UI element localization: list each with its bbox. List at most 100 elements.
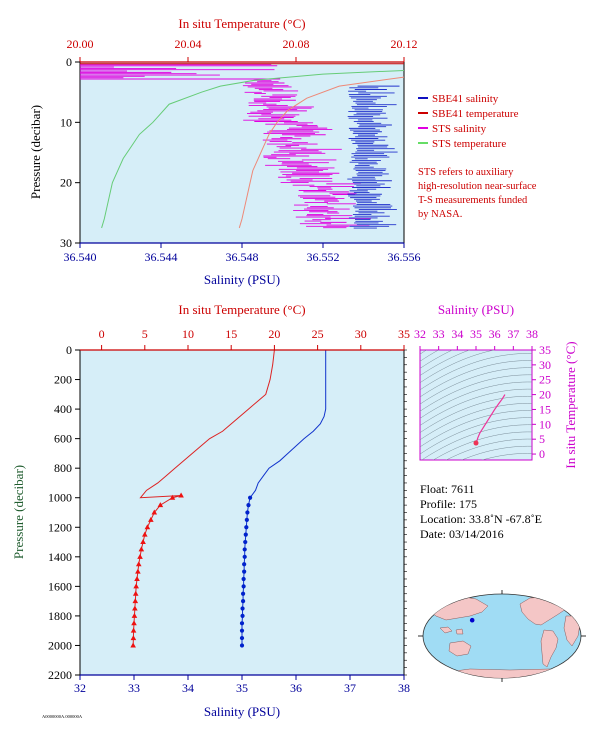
ts-right-tick-label: 0 (539, 447, 545, 461)
density-contour (420, 350, 453, 369)
salinity-marker (242, 569, 247, 574)
ts-panel: Salinity (PSU) In situ Temperature (°C) … (414, 302, 578, 469)
temperature-marker (131, 612, 138, 618)
profile-top-tick-label: 15 (225, 327, 237, 341)
surface-bottom-tick-label: 36.548 (226, 250, 259, 264)
salinity-marker (243, 532, 248, 537)
density-contour (421, 424, 532, 460)
density-contour (420, 410, 532, 448)
profile-top-axis-label: In situ Temperature (°C) (178, 302, 305, 317)
profile-bottom-tick-label: 37 (344, 681, 356, 695)
profile-y-tick-label: 0 (66, 343, 72, 357)
salinity-marker (239, 628, 245, 633)
surface-y-tick-label: 0 (66, 55, 72, 69)
surface-y-ticks: 0 10 20 30 (60, 55, 80, 250)
ts-right-tick-label: 25 (539, 373, 551, 387)
legend-label: STS salinity (432, 123, 487, 135)
salinity-marker (240, 613, 245, 619)
temperature-marker (142, 531, 148, 537)
sts-note-line: by NASA. (418, 209, 462, 220)
surface-bottom-tick-label: 36.556 (388, 250, 421, 264)
ts-top-tick-label: 36 (489, 327, 501, 341)
density-contour (420, 350, 496, 384)
profile-bottom-tick-label: 33 (128, 681, 140, 695)
density-contour (461, 445, 532, 460)
ts-top-tick-label: 32 (414, 327, 426, 341)
density-contour (445, 438, 532, 460)
legend-label: SBE41 temperature (432, 108, 519, 120)
surface-top-tick-label: 20.12 (391, 37, 418, 51)
land-antarctica (439, 668, 571, 678)
density-contour (420, 367, 532, 405)
salinity-marker (239, 635, 245, 641)
profile-y-tick-label: 2000 (48, 638, 72, 652)
profile-y-tick-label: 1400 (48, 550, 72, 564)
world-map (418, 590, 586, 682)
salinity-marker (248, 495, 253, 500)
ts-right-tick-label: 5 (539, 432, 545, 446)
temperature-markers (130, 492, 184, 648)
sts-temperature-salinity-trace (238, 76, 404, 229)
salinity-marker (240, 606, 245, 611)
density-contour (420, 374, 532, 412)
temperature-profile-line (132, 350, 275, 646)
salinity-marker (245, 510, 250, 515)
temperature-marker (130, 635, 137, 641)
surface-y-tick-label: 10 (60, 115, 72, 129)
ts-right-tick-label: 15 (539, 402, 551, 416)
density-contour (420, 403, 532, 441)
footer-code: A0000000A.000000A (42, 714, 83, 719)
surface-top-tick-label: 20.08 (283, 37, 310, 51)
profile-y-tick-label: 200 (54, 373, 72, 387)
profile-y-tick-label: 1600 (48, 579, 72, 593)
surface-top-ticks: 20.00 20.04 20.08 20.12 (67, 37, 418, 62)
surface-y-tick-label: 30 (60, 236, 72, 250)
sts-salinity-trace (80, 63, 371, 229)
density-contour (432, 431, 532, 460)
surface-bottom-tick-label: 36.552 (307, 250, 340, 264)
profile-bottom-tick-label: 38 (398, 681, 410, 695)
profile-top-tick-label: 30 (355, 327, 367, 341)
land-maritime-asia (439, 626, 464, 635)
profile-y-tick-label: 1200 (48, 520, 72, 534)
sbe41-salinity-series (347, 85, 400, 229)
sts-salinity-series (80, 63, 371, 229)
profile-bottom-ticks: 32 33 34 35 36 37 38 (74, 675, 410, 695)
sts-note-line: STS refers to auxiliary (418, 167, 514, 178)
density-contour (420, 360, 532, 398)
ts-deep-point (473, 440, 479, 446)
profile-y-tick-label: 1800 (48, 609, 72, 623)
surface-bottom-ticks: 36.540 36.544 36.548 36.552 36.556 (64, 243, 421, 264)
profile-top-ticks: 0 5 10 15 20 25 30 35 (99, 327, 410, 350)
density-contour (420, 353, 532, 391)
density-contour (420, 388, 532, 426)
profile-y-tick-label: 800 (54, 461, 72, 475)
density-contour (420, 350, 471, 376)
salinity-marker (246, 503, 251, 508)
temperature-marker (130, 642, 136, 648)
ts-density-contours (420, 350, 532, 460)
profile-top-tick-label: 10 (182, 327, 194, 341)
profile-top-tick-label: 20 (268, 327, 280, 341)
temperature-marker (138, 546, 145, 552)
legend-item-sbe41-salinity: SBE41 salinity (418, 93, 499, 105)
surface-y-axis-label: Pressure (decibar) (28, 105, 43, 199)
surface-bottom-tick-label: 36.540 (64, 250, 97, 264)
profile-top-tick-label: 35 (398, 327, 410, 341)
legend-item-sts-temperature: STS temperature (418, 138, 506, 150)
temperature-marker (132, 598, 139, 604)
ts-top-tick-label: 33 (433, 327, 445, 341)
salinity-markers (239, 495, 253, 648)
density-contour (481, 453, 532, 460)
profile-bottom-axis-label: Salinity (PSU) (204, 704, 280, 719)
legend-item-sts-salinity: STS salinity (418, 123, 487, 135)
ts-right-tick-label: 10 (539, 417, 551, 431)
ts-right-tick-label: 20 (539, 388, 551, 402)
land-australia (448, 640, 472, 657)
float-info: Float: 7611 Profile: 175 Location: 33.8˚… (420, 482, 542, 541)
profile-bottom-tick-label: 32 (74, 681, 86, 695)
temperature-marker (157, 502, 164, 508)
temperature-marker (151, 509, 158, 515)
